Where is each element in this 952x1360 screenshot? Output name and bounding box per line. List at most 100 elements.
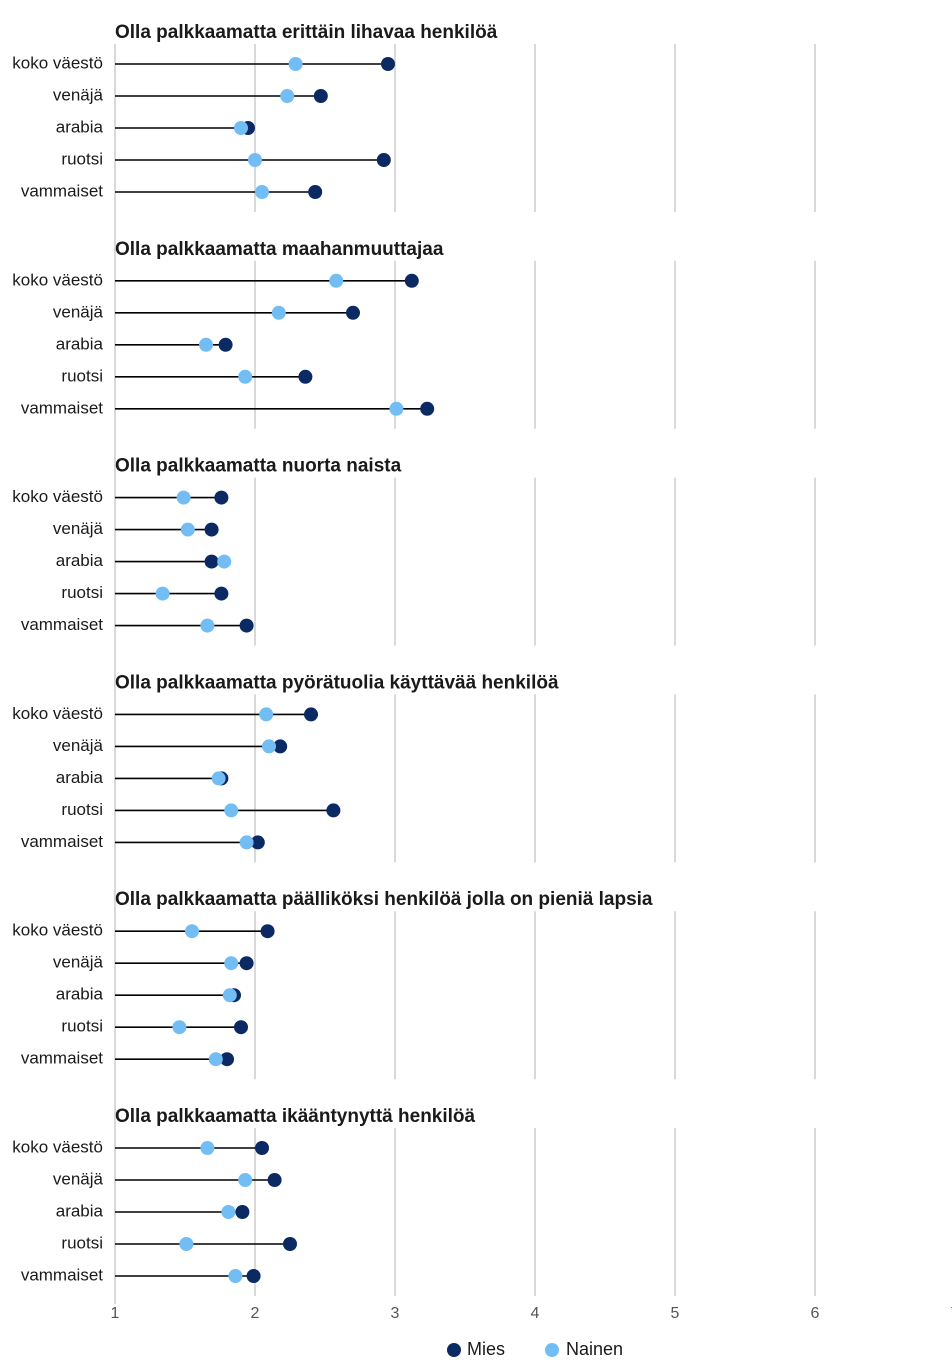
nainen-point xyxy=(221,1205,236,1219)
mies-point xyxy=(250,835,265,850)
mies-point xyxy=(273,739,288,754)
category-label: vammaiset xyxy=(21,181,103,200)
mies-point xyxy=(404,273,419,288)
mies-point xyxy=(304,707,318,722)
panel-title: Olla palkkaamatta pyörätuolia käyttävää … xyxy=(115,672,559,693)
nainen-point xyxy=(248,153,262,167)
category-label: vammaiset xyxy=(21,398,103,417)
nainen-point xyxy=(389,401,404,416)
nainen-point xyxy=(234,121,248,135)
mies-point xyxy=(218,337,233,352)
nainen-point xyxy=(224,956,239,971)
legend-nainen-swatch xyxy=(545,1343,559,1357)
mies-point xyxy=(239,956,254,971)
mies-point xyxy=(204,522,219,537)
category-label: arabia xyxy=(56,1201,104,1220)
chart-panels: Olla palkkaamatta erittäin lihavaa henki… xyxy=(12,22,653,1284)
category-label: ruotsi xyxy=(61,583,103,602)
nainen-point xyxy=(238,1173,253,1187)
mies-point xyxy=(239,618,254,633)
nainen-point xyxy=(228,1269,243,1283)
category-label: vammaiset xyxy=(21,1265,103,1284)
category-label: koko väestö xyxy=(12,1137,103,1156)
panel: Olla palkkaamatta ikääntynyttä henkilöä k… xyxy=(12,1106,475,1284)
category-label: vammaiset xyxy=(21,615,103,634)
x-tick-label: 3 xyxy=(391,1305,400,1322)
nainen-point xyxy=(217,554,232,569)
x-tick-label: 5 xyxy=(671,1305,680,1322)
category-label: venäjä xyxy=(53,302,104,321)
category-label: koko väestö xyxy=(12,270,103,289)
nainen-point xyxy=(211,771,226,786)
nainen-point xyxy=(176,490,191,505)
nainen-point xyxy=(271,305,286,320)
mies-point xyxy=(308,185,323,199)
nainen-point xyxy=(155,586,170,601)
mies-point xyxy=(376,153,391,167)
nainen-point xyxy=(185,924,199,939)
mies-point xyxy=(214,490,229,505)
category-label: koko väestö xyxy=(12,53,103,72)
mies-point xyxy=(267,1173,282,1187)
panel-title: Olla palkkaamatta erittäin lihavaa henki… xyxy=(115,22,498,43)
nainen-point xyxy=(239,835,254,850)
mies-point xyxy=(283,1237,297,1251)
category-label: arabia xyxy=(56,551,104,570)
nainen-point xyxy=(259,707,274,722)
category-label: koko väestö xyxy=(12,921,103,940)
category-label: koko väestö xyxy=(12,704,103,723)
legend-mies-label: Mies xyxy=(467,1339,505,1359)
nainen-point xyxy=(224,803,239,818)
category-label: venäjä xyxy=(53,85,104,104)
category-label: vammaiset xyxy=(21,832,103,851)
x-tick-label: 4 xyxy=(531,1305,540,1322)
mies-point xyxy=(381,57,395,71)
panel-title: Olla palkkaamatta päälliköksi henkilöä j… xyxy=(115,889,653,910)
nainen-point xyxy=(238,369,253,384)
nainen-point xyxy=(172,1020,187,1035)
category-label: venäjä xyxy=(53,736,104,755)
nainen-point xyxy=(280,89,295,103)
legend-nainen-label: Nainen xyxy=(566,1339,623,1359)
category-label: venäjä xyxy=(53,1169,104,1188)
panel: Olla palkkaamatta nuorta naista koko väes… xyxy=(12,456,401,634)
gridlines xyxy=(114,44,816,1304)
category-label: venäjä xyxy=(53,953,104,972)
nainen-point xyxy=(180,522,195,537)
nainen-point xyxy=(262,739,276,754)
mies-point xyxy=(234,1020,248,1035)
panel: Olla palkkaamatta päälliköksi henkilöä j… xyxy=(12,889,653,1067)
x-axis-ticks: 1 2 3 4 5 6 7 xyxy=(111,1305,952,1322)
mies-point xyxy=(220,1052,234,1067)
x-tick-label: 7 xyxy=(951,1305,952,1322)
panel-title: Olla palkkaamatta nuorta naista xyxy=(115,456,402,477)
x-tick-label: 6 xyxy=(811,1305,820,1322)
category-label: koko väestö xyxy=(12,487,103,506)
mies-point xyxy=(214,586,229,601)
nainen-point xyxy=(288,57,303,71)
mies-point xyxy=(204,554,219,569)
mies-point xyxy=(298,369,313,384)
category-label: arabia xyxy=(56,985,104,1004)
panel: Olla palkkaamatta erittäin lihavaa henki… xyxy=(12,22,497,200)
mies-point xyxy=(346,305,360,320)
panel: Olla palkkaamatta maahanmuuttajaa koko vä… xyxy=(12,239,444,417)
category-label: ruotsi xyxy=(61,800,103,819)
mies-point xyxy=(255,1141,269,1155)
panel: Olla palkkaamatta pyörätuolia käyttävää … xyxy=(12,672,559,850)
legend-mies-swatch xyxy=(447,1343,461,1357)
category-label: arabia xyxy=(56,768,104,787)
panel-title: Olla palkkaamatta maahanmuuttajaa xyxy=(115,239,444,260)
mies-point xyxy=(326,803,341,818)
nainen-point xyxy=(200,1141,215,1155)
panel-title: Olla palkkaamatta ikääntynyttä henkilöä xyxy=(115,1106,476,1127)
category-label: ruotsi xyxy=(61,366,103,385)
legend: Mies Nainen xyxy=(447,1339,623,1359)
category-label: vammaiset xyxy=(21,1049,103,1068)
nainen-point xyxy=(179,1237,194,1251)
nainen-point xyxy=(329,273,344,288)
nainen-point xyxy=(208,1052,223,1067)
category-label: ruotsi xyxy=(61,1233,103,1252)
x-tick-label: 2 xyxy=(251,1305,260,1322)
